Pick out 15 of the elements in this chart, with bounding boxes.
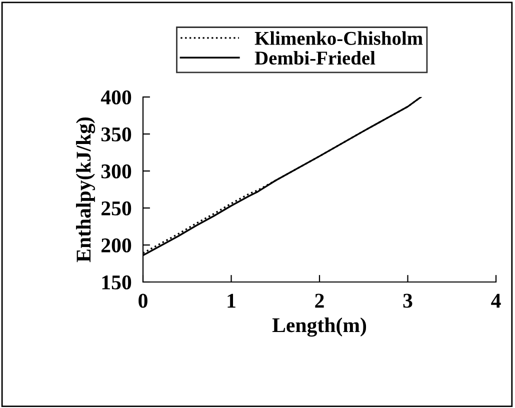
legend-label: Klimenko-Chisholm: [254, 31, 423, 45]
x-tick-label: 3: [403, 294, 412, 308]
x-tick-label: 2: [315, 294, 324, 308]
y-tick-label: 150: [102, 275, 132, 290]
y-tick-label: 200: [102, 238, 132, 252]
y-tick-label: 300: [101, 164, 132, 178]
x-tick-label: 1: [228, 294, 236, 308]
y-tick-label: 250: [102, 201, 132, 216]
x-axis-title: Length(m): [272, 318, 366, 337]
x-tick-label: 0: [138, 294, 148, 308]
legend-label: Dembi-Friedel: [254, 50, 376, 65]
y-axis-title: Enthalpy(kJ/kg): [76, 117, 96, 262]
y-tick-label: 400: [100, 90, 132, 104]
y-tick-label: 350: [101, 127, 132, 142]
x-tick-label: 4: [491, 294, 501, 308]
